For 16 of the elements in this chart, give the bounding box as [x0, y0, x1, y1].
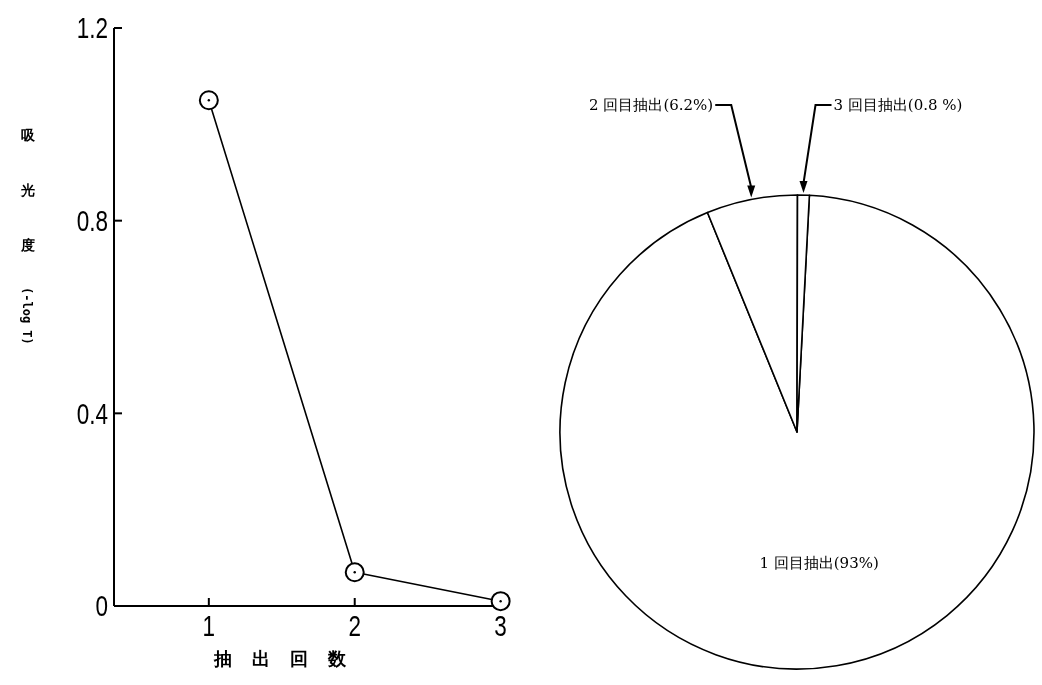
pie-slice — [559, 194, 1035, 670]
slice-label: 3 回目抽出(0.8 %) — [833, 96, 963, 114]
y-tick-label: 0.4 — [76, 396, 108, 431]
slice-label: 1 回目抽出(93%) — [759, 553, 879, 572]
y-tick-label: 0.8 — [76, 203, 108, 238]
x-tick-label: 2 — [348, 608, 361, 643]
point — [344, 562, 365, 583]
x-tick-label: 3 — [494, 608, 507, 643]
x-tick-label: 1 — [202, 608, 216, 643]
slice-label: 2 回目抽出(6.2%) — [589, 96, 714, 114]
x-axis-title: 抽出回数 — [212, 648, 366, 669]
text: 吸光度(-log T) — [20, 127, 35, 345]
point — [198, 90, 219, 111]
point — [490, 591, 511, 612]
y-tick-label: 0 — [95, 589, 108, 623]
y-tick-label: 1.2 — [76, 11, 108, 45]
